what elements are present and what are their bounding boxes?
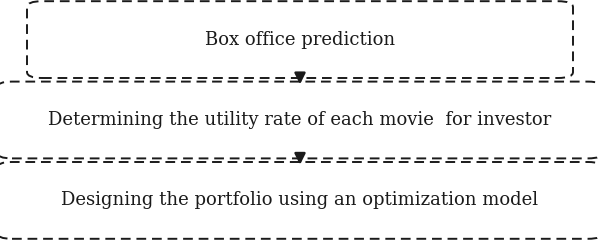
FancyBboxPatch shape <box>0 82 600 158</box>
Text: Designing the portfolio using an optimization model: Designing the portfolio using an optimiz… <box>61 192 539 209</box>
FancyBboxPatch shape <box>0 162 600 239</box>
FancyBboxPatch shape <box>27 1 573 78</box>
Text: Box office prediction: Box office prediction <box>205 31 395 49</box>
Text: Determining the utility rate of each movie  for investor: Determining the utility rate of each mov… <box>49 111 551 129</box>
